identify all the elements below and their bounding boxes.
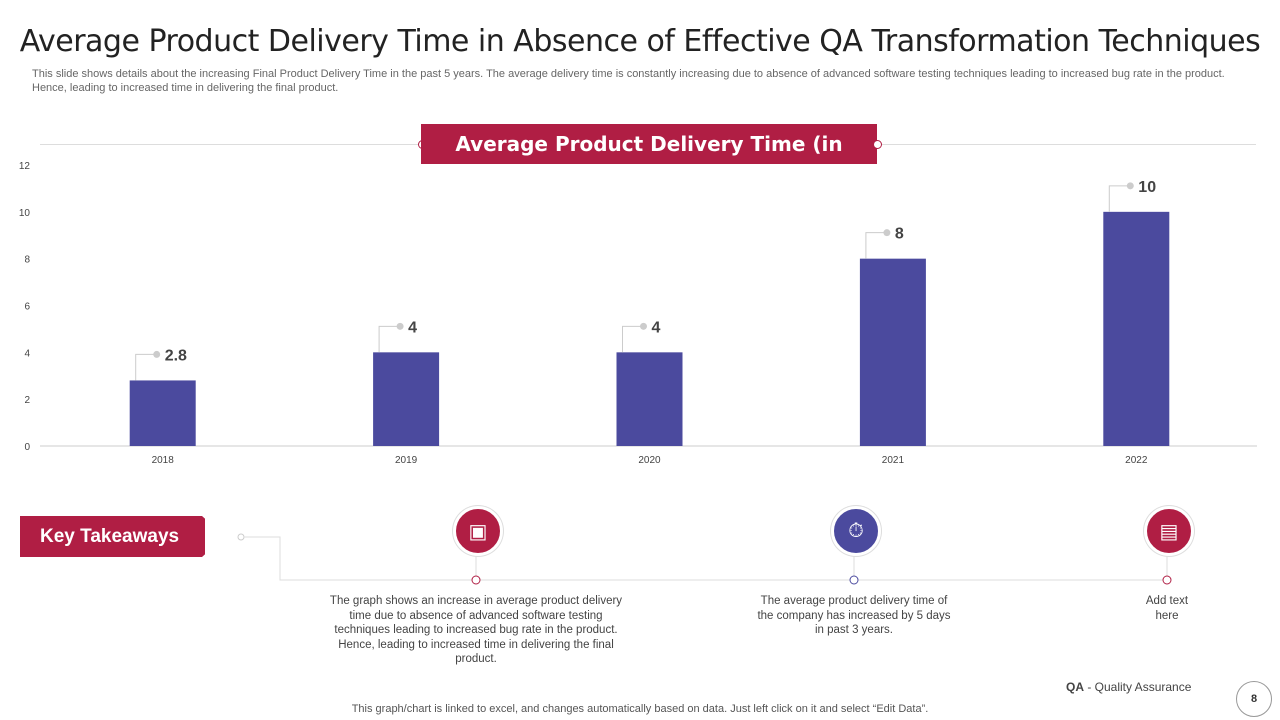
- x-tick-label: 2022: [1125, 455, 1148, 466]
- footnote: QA - Quality Assurance: [1066, 680, 1191, 694]
- data-label: 8: [895, 226, 904, 243]
- data-label-leader: [622, 325, 644, 353]
- data-label-leader: [378, 325, 401, 353]
- data-label: 4: [408, 319, 417, 336]
- y-tick-label: 6: [24, 302, 30, 313]
- data-label-leader: [135, 353, 157, 381]
- page-title: Average Product Delivery Time in Absence…: [19, 24, 1261, 59]
- x-tick-label: 2018: [152, 455, 175, 466]
- box-in-hands-icon: ▣: [453, 506, 503, 556]
- key-takeaways-label: Key Takeaways: [40, 526, 180, 547]
- y-tick-label: 8: [24, 255, 30, 266]
- data-label-dot: [396, 322, 404, 330]
- data-label-dot: [153, 350, 161, 358]
- bar: [129, 380, 196, 446]
- header-dot-right: [873, 140, 882, 149]
- data-label: 4: [652, 319, 661, 336]
- y-tick-label: 0: [24, 442, 30, 453]
- x-tick-label: 2019: [395, 455, 418, 466]
- subtitle: This slide shows details about the incre…: [32, 68, 1225, 94]
- page-number: 8: [1236, 681, 1272, 717]
- bar: [616, 352, 683, 446]
- footer-note: This graph/chart is linked to excel, and…: [351, 703, 929, 715]
- bar: [1103, 211, 1170, 446]
- bar-chart: 0 2 4 6 8 10 12 2018 2.8 2019 4 2020 4 2021 8 2022 10: [19, 161, 1257, 466]
- x-tick-label: 2021: [882, 455, 905, 466]
- y-tick-label: 10: [19, 208, 31, 219]
- key-takeaways-banner: Key Takeaways: [20, 516, 205, 557]
- product-box-icon: ▤: [1144, 506, 1194, 556]
- takeaway-text-3: Add text here: [1145, 595, 1189, 622]
- x-tick-label: 2020: [638, 455, 661, 466]
- chart-title: Average Product Delivery Time (in Days): [421, 124, 877, 196]
- data-label-dot: [1126, 182, 1134, 190]
- data-label-leader: [1108, 185, 1131, 212]
- footnote-text: - Quality Assurance: [1084, 680, 1192, 694]
- data-label-dot: [883, 229, 891, 237]
- bar: [859, 258, 926, 446]
- y-tick-label: 12: [19, 161, 31, 172]
- footnote-abbr: QA: [1066, 680, 1084, 694]
- data-label: 10: [1138, 179, 1156, 196]
- takeaway-text-1: The graph shows an increase in average p…: [329, 595, 623, 665]
- data-label-leader: [865, 232, 887, 259]
- bar: [373, 352, 440, 446]
- y-tick-label: 4: [24, 348, 30, 359]
- takeaway-text-2: The average product delivery time of the…: [757, 595, 951, 636]
- data-label: 2.8: [165, 347, 187, 364]
- y-tick-label: 2: [24, 395, 30, 406]
- delivery-truck-clock-icon: ⏱: [831, 506, 881, 556]
- data-label-dot: [640, 322, 647, 330]
